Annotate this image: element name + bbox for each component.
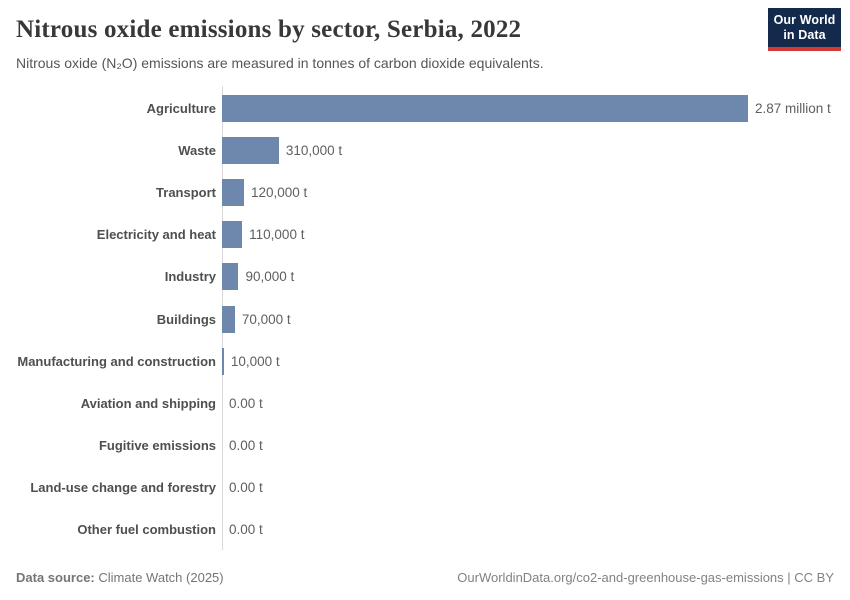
chart-row: Electricity and heat 110,000 t <box>0 214 850 256</box>
bar[interactable] <box>222 305 235 333</box>
category-label: Aviation and shipping <box>80 395 216 411</box>
bar[interactable] <box>222 178 244 206</box>
chart-row: Land-use change and forestry 0.00 t <box>0 467 850 509</box>
citation[interactable]: OurWorldinData.org/co2-and-greenhouse-ga… <box>457 570 834 585</box>
category-label: Fugitive emissions <box>98 438 216 454</box>
bar-area: 110,000 t <box>222 214 850 256</box>
value-label: 0.00 t <box>229 522 263 538</box>
chart-row: Aviation and shipping 0.00 t <box>0 382 850 424</box>
chart-row: Agriculture 2.87 million t <box>0 87 850 129</box>
bar[interactable] <box>222 347 224 375</box>
chart-row: Fugitive emissions 0.00 t <box>0 425 850 467</box>
bar-area: 0.00 t <box>222 509 850 551</box>
chart-subtitle: Nitrous oxide (N₂O) emissions are measur… <box>16 55 544 71</box>
category-label: Industry <box>164 269 216 285</box>
bar-area: 310,000 t <box>222 129 850 171</box>
owid-logo-line1: Our World <box>773 13 836 27</box>
chart-header: Nitrous oxide emissions by sector, Serbi… <box>16 16 750 72</box>
value-label: 10,000 t <box>230 353 280 369</box>
chart-footer: Data source: Climate Watch (2025) OurWor… <box>16 570 834 585</box>
value-label: 310,000 t <box>285 142 343 158</box>
data-source-value[interactable]: Climate Watch (2025) <box>98 570 224 585</box>
value-label: 0.00 t <box>229 395 263 411</box>
bar-area: 0.00 t <box>222 425 850 467</box>
chart-row: Transport 120,000 t <box>0 171 850 213</box>
data-source: Data source: Climate Watch (2025) <box>16 570 224 585</box>
bar-area: 2.87 million t <box>222 87 850 129</box>
value-label: 110,000 t <box>249 227 305 243</box>
category-label: Land-use change and forestry <box>30 480 216 496</box>
bar[interactable] <box>222 136 279 164</box>
category-label: Waste <box>178 142 216 158</box>
category-label: Other fuel combustion <box>77 522 216 538</box>
bar[interactable] <box>222 263 239 291</box>
value-label: 90,000 t <box>245 269 295 285</box>
chart-row: Waste 310,000 t <box>0 129 850 171</box>
category-label: Manufacturing and construction <box>17 353 216 369</box>
value-label: 0.00 t <box>229 480 263 496</box>
chart-row: Buildings 70,000 t <box>0 298 850 340</box>
bar-area: 10,000 t <box>222 340 850 382</box>
value-label: 0.00 t <box>229 438 263 454</box>
bar-area: 0.00 t <box>222 467 850 509</box>
bar-chart: Agriculture 2.87 million t Waste 310,000 t T… <box>0 86 850 553</box>
bar-area: 120,000 t <box>222 171 850 213</box>
category-label: Transport <box>156 184 216 200</box>
category-label: Electricity and heat <box>96 227 216 243</box>
category-label: Buildings <box>156 311 216 327</box>
category-label: Agriculture <box>146 100 216 116</box>
chart-row: Industry 90,000 t <box>0 256 850 298</box>
bar[interactable] <box>222 94 748 122</box>
owid-logo[interactable]: Our World in Data <box>768 8 841 51</box>
chart-row: Other fuel combustion 0.00 t <box>0 509 850 551</box>
value-label: 2.87 million t <box>755 100 831 116</box>
owid-logo-line2: in Data <box>783 28 826 42</box>
chart-row: Manufacturing and construction 10,000 t <box>0 340 850 382</box>
page-title: Nitrous oxide emissions by sector, Serbi… <box>16 16 522 43</box>
data-source-label: Data source: <box>16 570 95 585</box>
value-label: 120,000 t <box>250 184 308 200</box>
value-label: 70,000 t <box>241 311 291 327</box>
chart-rows: Agriculture 2.87 million t Waste 310,000 t T… <box>0 87 850 551</box>
bar[interactable] <box>222 221 243 249</box>
bar-area: 70,000 t <box>222 298 850 340</box>
bar-area: 90,000 t <box>222 256 850 298</box>
bar-area: 0.00 t <box>222 382 850 424</box>
